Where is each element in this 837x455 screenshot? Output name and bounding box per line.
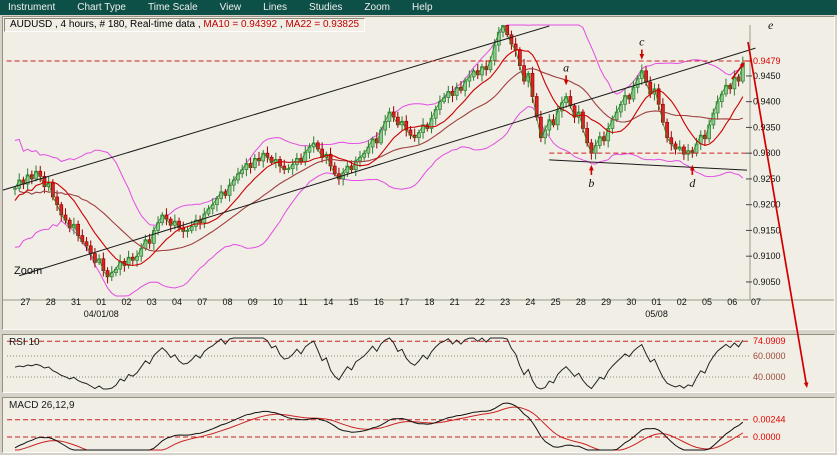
wave-label-b: b: [588, 176, 594, 190]
rsi-line: [14, 337, 744, 390]
chart-title-separator: ,: [279, 19, 283, 30]
macd-study-label: MACD 26,12,9: [9, 400, 75, 411]
close-line: [14, 24, 744, 278]
date-axis-label: 10: [273, 297, 283, 307]
date-axis-label: 18: [424, 297, 434, 307]
menu-item-lines[interactable]: Lines: [263, 2, 288, 13]
rsi-levels: [7, 340, 749, 378]
date-axis-label: 11: [299, 297, 308, 307]
price-axis-label: 0.9450: [753, 71, 781, 81]
rsi-canvas[interactable]: 74.0909 60.0000 40.0000: [3, 335, 834, 392]
menu-item-time-scale[interactable]: Time Scale: [147, 2, 198, 13]
date-axis-label: 29: [601, 297, 611, 307]
date-axis-label: 14: [323, 297, 333, 307]
trend-lines: [3, 25, 756, 277]
date-axis-label: 28: [576, 297, 586, 307]
date-axis-label: 08: [222, 297, 232, 307]
date-axis-label: 01: [96, 297, 106, 307]
date-axis-label: 17: [399, 297, 409, 307]
date-axis-label: 23: [500, 297, 510, 307]
menu-item-zoom[interactable]: Zoom: [364, 2, 390, 13]
price-chart-panel: AUDUSD , 4 hours, # 180, Real-time data …: [2, 16, 835, 330]
menu-item-instrument[interactable]: Instrument: [8, 2, 56, 13]
rsi-current-label: 74.0909: [753, 336, 786, 346]
ma10-line: [14, 48, 744, 267]
dashed-price-levels: [6, 60, 752, 154]
price-axis-current-label: 0.9479: [753, 56, 781, 66]
price-axis-label: 0.9250: [753, 174, 781, 184]
date-axis-label: 07: [197, 297, 207, 307]
date-axis-label: 30: [626, 297, 636, 307]
zoom-mode-button[interactable]: Zoom: [14, 265, 43, 277]
menu-item-chart-type[interactable]: Chart Type: [77, 2, 126, 13]
date-axis-label: 25: [551, 297, 561, 307]
price-axis-label: 0.9100: [753, 251, 781, 261]
rsi-level-label: 40.0000: [753, 372, 786, 382]
date-axis: 27 28 31 01 02 03 04 07 08 09 10 11 14 15 16 17 18 21 22 23…: [21, 297, 761, 319]
menu-item-help[interactable]: Help: [411, 2, 433, 13]
date-axis-month-label: 05/08: [645, 309, 668, 319]
date-axis-label: 31: [71, 297, 81, 307]
date-axis-label: 03: [147, 297, 157, 307]
price-axis-label: 0.9350: [753, 122, 781, 132]
ma22-line: [19, 68, 743, 252]
wave-annotations: a b c d e: [563, 18, 774, 190]
macd-axis: 0.00244 0.0000: [753, 415, 786, 442]
date-axis-label: 28: [46, 297, 56, 307]
rsi-study-label: RSI 10: [9, 337, 40, 348]
price-axis-label: 0.9200: [753, 200, 781, 210]
rsi-panel: RSI 10 74.0909 60.0000 40.0000: [2, 334, 835, 393]
wave-label-e: e: [768, 18, 774, 32]
date-axis-label: 22: [475, 297, 485, 307]
date-axis-label: 21: [450, 297, 460, 307]
price-axis-label: 0.9150: [753, 225, 781, 235]
date-axis-month-label: 04/01/08: [84, 309, 119, 319]
chart-title-ma22: MA22 = 0.93825: [285, 19, 360, 30]
rsi-level-label: 60.0000: [753, 351, 786, 361]
date-axis-label: 07: [751, 297, 761, 307]
price-chart-canvas[interactable]: a b c d e 0.9479 0.9450 0.9400 0.9350 0.9300 0.925…: [3, 17, 834, 329]
date-axis-label: 16: [374, 297, 384, 307]
chart-title: AUDUSD , 4 hours, # 180, Real-time data …: [4, 18, 366, 32]
macd-levels: [7, 419, 749, 438]
date-axis-label: 01: [652, 297, 662, 307]
chart-title-instrument: AUDUSD , 4 hours, # 180, Real-time data …: [10, 19, 201, 30]
macd-signal-line: [14, 406, 744, 451]
menu-item-studies[interactable]: Studies: [309, 2, 343, 13]
macd-zero-label: 0.0000: [753, 432, 781, 442]
date-axis-label: 05: [702, 297, 712, 307]
macd-panel: MACD 26,12,9 0.00244 0.0000: [2, 397, 835, 453]
price-axis-label: 0.9300: [753, 148, 781, 158]
date-axis-label: 02: [677, 297, 687, 307]
macd-current-label: 0.00244: [753, 415, 786, 425]
price-axis-label: 0.9400: [753, 97, 781, 107]
wave-label-c: c: [639, 35, 645, 49]
date-axis-label: 02: [121, 297, 131, 307]
wave-label-d: d: [689, 176, 696, 190]
chart-title-ma10: MA10 = 0.94392: [203, 19, 278, 30]
date-axis-label: 15: [349, 297, 359, 307]
rsi-axis: 74.0909 60.0000 40.0000: [753, 336, 786, 382]
macd-line: [14, 402, 744, 451]
date-axis-label: 04: [172, 297, 182, 307]
date-axis-label: 24: [525, 297, 535, 307]
bollinger-bands: [14, 24, 744, 297]
wave-label-a: a: [563, 60, 569, 74]
date-axis-label: 06: [727, 297, 737, 307]
macd-canvas[interactable]: 0.00244 0.0000: [3, 398, 834, 452]
price-axis-label: 0.9050: [753, 277, 781, 287]
date-axis-label: 09: [248, 297, 258, 307]
menu-item-view[interactable]: View: [219, 2, 242, 13]
menu-bar: Instrument Chart Type Time Scale View Lines S…: [0, 0, 837, 15]
date-axis-label: 27: [21, 297, 31, 307]
